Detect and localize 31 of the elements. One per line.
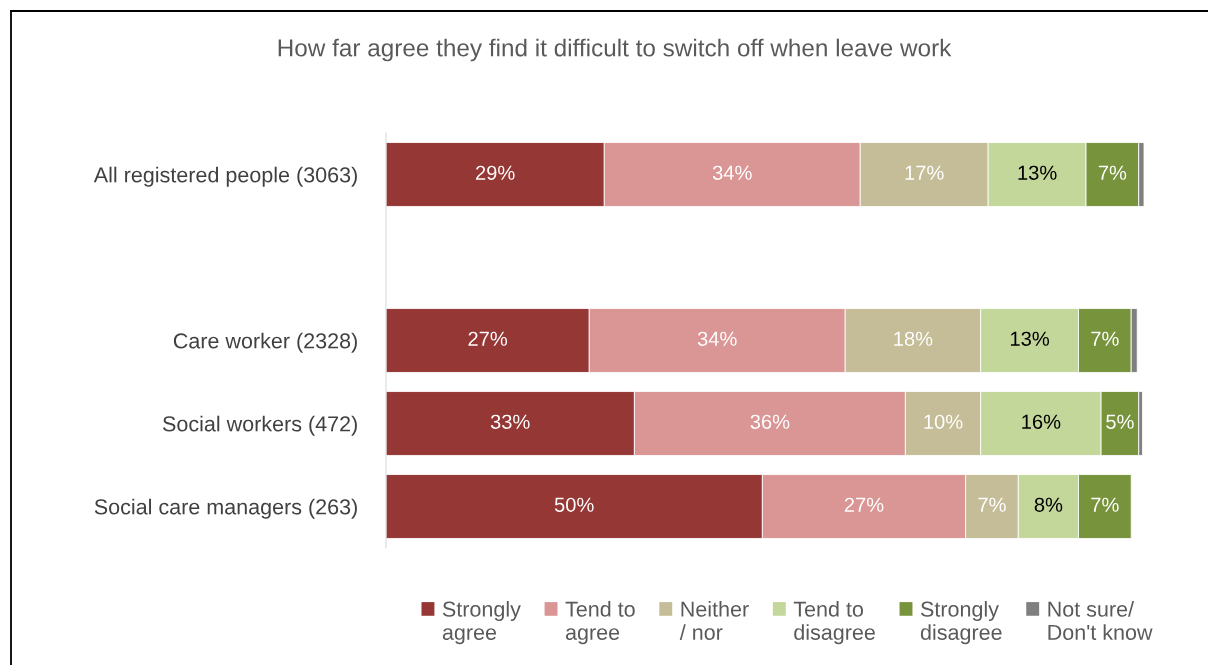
data-label: 7% <box>1091 331 1119 346</box>
data-label: 34% <box>712 165 752 180</box>
data-label: 16% <box>1022 414 1061 429</box>
chart-title: How far agree they find it difficult to switch off when leave work <box>278 38 952 62</box>
y-tick-label: Care worker (2328) <box>173 332 357 353</box>
data-label: 27% <box>844 497 884 512</box>
data-label: 29% <box>476 165 515 180</box>
data-label: 7% <box>978 497 1006 512</box>
legend-label: Strongly disagree <box>920 600 1002 645</box>
legend-label: Tend to agree <box>565 600 635 645</box>
data-label: 8% <box>1034 497 1063 512</box>
data-label: 50% <box>554 497 594 512</box>
legend-label: Neither / nor <box>679 600 749 640</box>
y-tick-label: Social care managers (263) <box>94 498 357 519</box>
data-label: 13% <box>1018 165 1057 180</box>
data-label: 7% <box>1091 497 1119 512</box>
legend-label: Tend to disagree <box>793 600 875 645</box>
data-label: 10% <box>924 414 963 429</box>
legend-label: Not sure/ Don't know <box>1048 600 1153 640</box>
legend-label: Strongly agree <box>442 600 521 645</box>
data-label: 17% <box>905 165 944 180</box>
data-label: 5% <box>1106 414 1134 429</box>
y-tick-label: Social workers (472) <box>163 415 357 436</box>
data-label: 27% <box>468 331 508 346</box>
data-label: 7% <box>1098 165 1127 180</box>
data-label: 34% <box>697 331 737 346</box>
data-label: 36% <box>750 414 790 429</box>
data-label: 33% <box>490 414 530 429</box>
data-label: 13% <box>1010 331 1050 346</box>
y-tick-label: All registered people (3063) <box>93 166 357 187</box>
data-label: 18% <box>894 331 933 346</box>
